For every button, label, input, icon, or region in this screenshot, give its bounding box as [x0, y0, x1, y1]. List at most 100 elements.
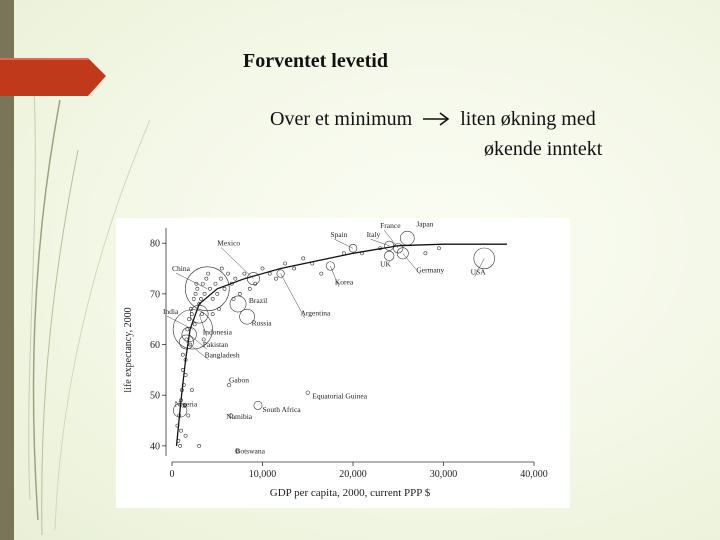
x-tick-label: 0 [170, 469, 175, 480]
point-label: South Africa [263, 405, 302, 414]
leader-line [280, 273, 305, 318]
x-tick-label: 30,000 [430, 469, 458, 480]
slide-title: Forventet levetid [243, 50, 388, 72]
data-point [218, 276, 223, 281]
data-point-labeled [473, 247, 495, 270]
data-point-labeled [384, 250, 395, 261]
data-point [292, 266, 297, 271]
data-point [190, 388, 194, 393]
point-label: Mexico [217, 239, 240, 248]
data-point [179, 428, 183, 433]
point-label: Pakistan [203, 340, 229, 349]
data-point-labeled [239, 308, 255, 325]
data-point-labeled [228, 413, 233, 418]
leader-line [474, 258, 485, 277]
data-point [226, 271, 231, 276]
point-label: Gabon [229, 376, 249, 385]
data-point-labeled [172, 309, 213, 350]
data-point [283, 261, 288, 266]
data-point [183, 433, 188, 438]
data-point-labeled [179, 334, 194, 350]
right-arrow-icon [423, 112, 450, 126]
trend-line [175, 243, 507, 446]
point-label: USA [471, 268, 487, 277]
point-label: Equatorial Guinea [312, 392, 367, 401]
point-label: Nigeria [175, 399, 198, 408]
point-label: Botswana [235, 446, 265, 455]
chart-container: 0 10,000 20,000 30,000 40,000 40 50 60 70 80 Chin… [116, 218, 570, 508]
data-point [201, 337, 206, 342]
slide-subtitle-line1: Over et minimum liten økning med [270, 108, 596, 131]
point-label: Argentina [301, 309, 332, 318]
point-label: Japan [416, 219, 433, 228]
data-point [185, 327, 190, 332]
leader-line [370, 238, 390, 246]
data-point-labeled [396, 247, 409, 260]
data-point [222, 286, 227, 291]
point-label: Bangladesh [205, 351, 240, 360]
data-point [178, 443, 183, 448]
data-point [200, 281, 205, 286]
data-point [197, 443, 202, 448]
x-tick-label: 40,000 [520, 469, 548, 480]
leader-line [166, 315, 193, 330]
data-point [215, 291, 220, 296]
data-point [204, 276, 209, 281]
data-point [213, 281, 218, 286]
data-point [192, 322, 197, 327]
y-tick-label: 80 [150, 239, 160, 250]
chart-point-labels: China Mexico India Brazil Russia Indonesia Pak… [163, 219, 486, 455]
data-point-labeled [235, 448, 240, 454]
point-label: Russia [252, 318, 273, 327]
y-tick-label: 60 [150, 340, 160, 351]
point-label: Italy [367, 230, 381, 239]
title-ribbon [0, 58, 106, 96]
y-tick-label: 40 [150, 441, 160, 452]
data-point [195, 286, 200, 291]
data-point [190, 312, 194, 317]
data-point [260, 266, 265, 271]
data-point [180, 352, 185, 357]
y-tick-label: 50 [150, 391, 160, 402]
data-point [233, 276, 238, 281]
data-point [210, 312, 215, 317]
leader-line [198, 314, 208, 337]
data-point-labeled [276, 269, 285, 278]
point-label: Indonesia [203, 327, 233, 336]
x-tick-label: 20,000 [339, 469, 367, 480]
data-point-labeled [181, 326, 197, 342]
scatter-chart: 0 10,000 20,000 30,000 40,000 40 50 60 70 80 Chin… [123, 219, 548, 499]
leader-line [334, 238, 354, 249]
data-point [274, 276, 278, 281]
data-point [210, 297, 215, 301]
data-point-labeled [393, 243, 404, 254]
point-label: China [172, 264, 191, 273]
data-point [182, 403, 187, 408]
point-label: UK [380, 260, 391, 269]
data-point-labeled [305, 390, 310, 395]
data-point-labeled [229, 295, 247, 313]
data-point [242, 271, 247, 276]
y-axis-label: life expectancy, 2000 [123, 307, 134, 392]
leader-line [189, 334, 207, 350]
data-point [437, 246, 441, 251]
data-point [247, 286, 252, 291]
slide-subtitle-line2: økende inntekt [484, 138, 603, 160]
data-point [206, 271, 211, 276]
left-accent-bar [0, 0, 14, 540]
x-axis-label: GDP per capita, 2000, current PPP $ [270, 487, 431, 499]
leader-line [402, 253, 421, 275]
subtitle-part1: Over et minimum [270, 108, 413, 130]
chart-axes: 0 10,000 20,000 30,000 40,000 40 50 60 70 80 [150, 228, 548, 480]
point-label: Spain [330, 230, 347, 239]
data-point [237, 291, 242, 296]
data-point [319, 271, 324, 276]
data-point-labeled [325, 261, 335, 271]
data-point [202, 291, 207, 296]
leader-line [383, 229, 399, 249]
subtitle-part2: liten økning med [460, 108, 596, 130]
data-point [199, 312, 204, 317]
point-label: France [380, 221, 401, 230]
data-point [301, 256, 306, 261]
data-point-labeled [226, 382, 232, 388]
